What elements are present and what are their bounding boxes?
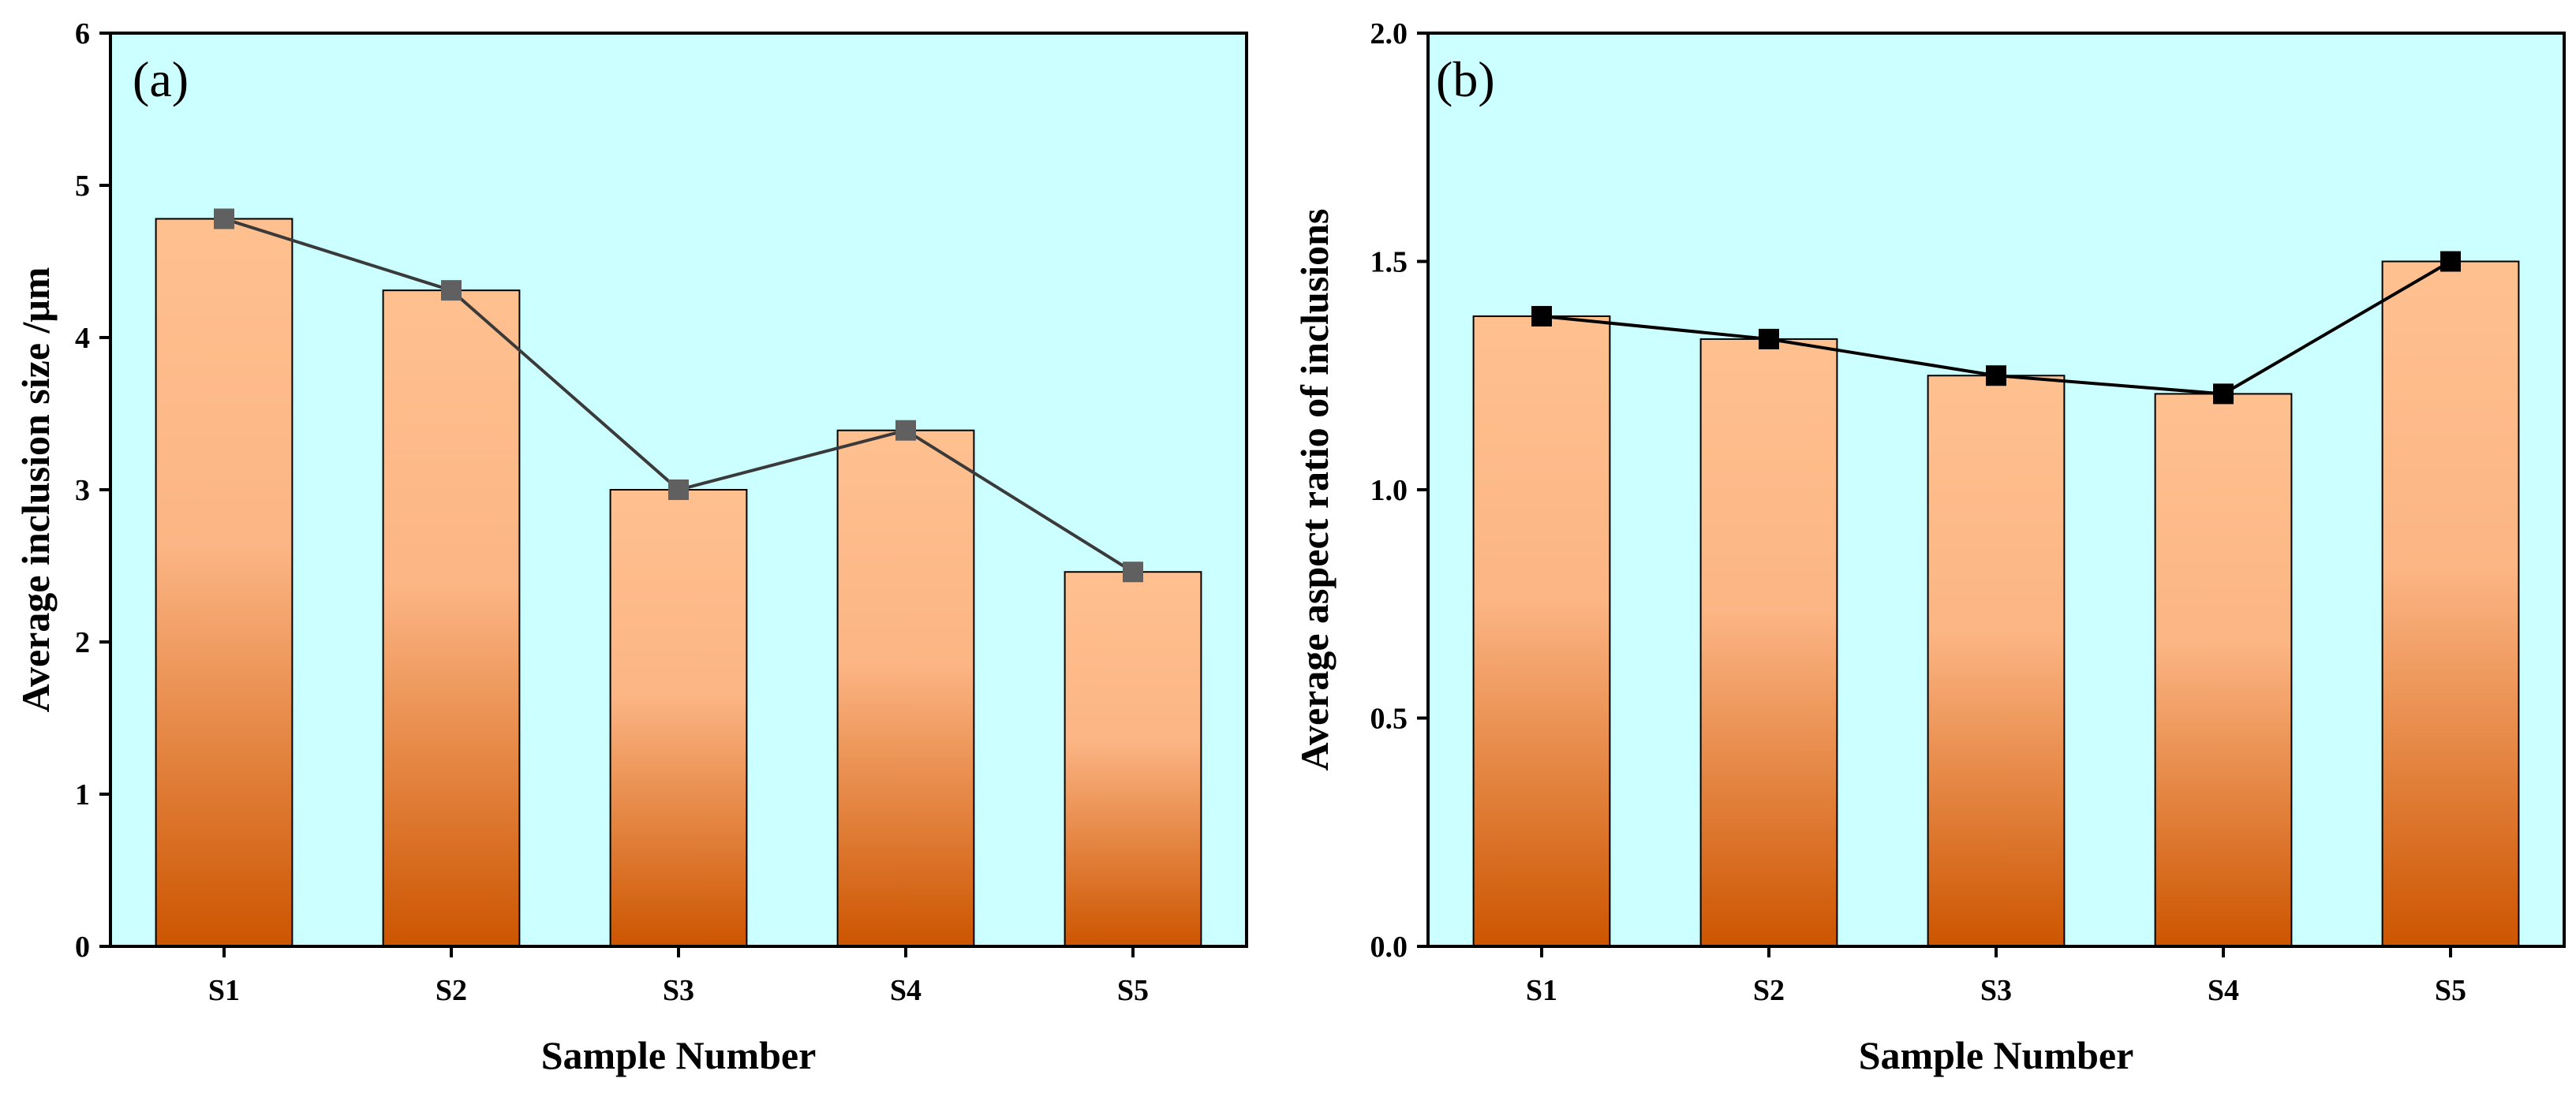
panel-a-bar-s1: [155, 218, 293, 947]
panel-b-bar-s5: [2381, 260, 2520, 947]
panel-b-x-tick-label-s5: S5: [2435, 974, 2466, 1007]
panel-a-y-tick-label: 5: [75, 170, 90, 203]
panel-b-y-tick-label: 0.0: [1370, 931, 1408, 964]
panel-a-y-tick-label: 1: [75, 778, 90, 812]
panel-a-x-tick-label-s4: S4: [890, 974, 922, 1007]
panel-a-marker-s4: [895, 420, 916, 441]
panel-b-marker-s5: [2440, 251, 2461, 272]
panel-b-y-axis-label: Average aspect ratio of inclusions: [1292, 209, 1337, 771]
panel-a-x-tick-label-s1: S1: [208, 974, 240, 1007]
panel-b-marker-s3: [1986, 365, 2006, 386]
panel-b-y-tick-label: 1.5: [1370, 246, 1408, 279]
panel-a-y-axis-label: Average inclusion size /μm: [13, 267, 58, 713]
panel-b-bar-s1: [1472, 315, 1611, 948]
panel-b-marker-s2: [1759, 328, 1779, 349]
panel-a-bar-s4: [836, 429, 975, 947]
panel-b-label: (b): [1436, 51, 1495, 107]
panel-a-marker-s5: [1123, 562, 1143, 583]
panel-b-bars: [1472, 260, 2520, 948]
panel-a-x-tick-label-s3: S3: [663, 974, 694, 1007]
panel-a-marker-s3: [668, 479, 689, 500]
panel-a-y-tick-label: 0: [75, 931, 90, 964]
panel-a-marker-s1: [214, 208, 234, 229]
panel-a-x-axis: S1 S2 S3 S4 S5: [208, 946, 1149, 1007]
panel-a-bar-s2: [382, 289, 521, 948]
panel-a-x-tick-label-s5: S5: [1117, 974, 1149, 1007]
panel-a-label: (a): [133, 51, 189, 107]
panel-a-y-axis: 0 1 2 3 4 5 6: [75, 17, 110, 964]
panel-a-y-tick-label: 2: [75, 626, 90, 659]
panel-a-x-axis-label: Sample Number: [541, 1033, 817, 1077]
panel-b-x-tick-label-s1: S1: [1526, 974, 1557, 1007]
panel-b-marker-s4: [2213, 383, 2234, 405]
panel-a-chart: 0 1 2 3 4 5 6 S1 S2 S3 S4 S5 (a) Sample Number Ave…: [13, 17, 1248, 1077]
panel-a-bar-s3: [609, 489, 748, 947]
panel-b-x-tick-label-s2: S2: [1753, 974, 1785, 1007]
panel-a-y-tick-label: 3: [75, 474, 90, 507]
panel-a-y-tick-label: 4: [75, 322, 90, 355]
panel-a-marker-s2: [441, 280, 462, 301]
panel-a-y-tick-label: 6: [75, 17, 90, 50]
panel-b-y-axis: 0.0 0.5 1.0 1.5 2.0: [1370, 17, 1428, 964]
panel-a-bar-s5: [1064, 571, 1202, 947]
panel-b-bar-s4: [2154, 393, 2293, 948]
panel-b-x-axis-label: Sample Number: [1859, 1033, 2134, 1077]
panel-b-x-tick-label-s4: S4: [2208, 974, 2239, 1007]
panel-b-y-tick-label: 0.5: [1370, 703, 1408, 736]
panel-b-series: [1531, 251, 2461, 405]
panel-b-x-tick-label-s3: S3: [1980, 974, 2012, 1007]
panel-a-bars: [155, 218, 1202, 948]
panel-b-y-tick-label: 1.0: [1370, 474, 1408, 507]
panel-b-bar-s2: [1699, 338, 1838, 947]
panel-b-marker-s1: [1531, 305, 1552, 326]
panel-a-x-tick-label-s2: S2: [436, 974, 467, 1007]
panel-b-x-axis: S1 S2 S3 S4 S5: [1526, 946, 2466, 1007]
panel-b-chart: 0.0 0.5 1.0 1.5 2.0 S1 S2 S3 S4 S5 (b) Sample Nu…: [1292, 17, 2566, 1077]
panel-b-y-tick-label: 2.0: [1370, 17, 1408, 50]
panel-a-series: [214, 208, 1143, 583]
panel-b-bar-s3: [1927, 375, 2066, 947]
